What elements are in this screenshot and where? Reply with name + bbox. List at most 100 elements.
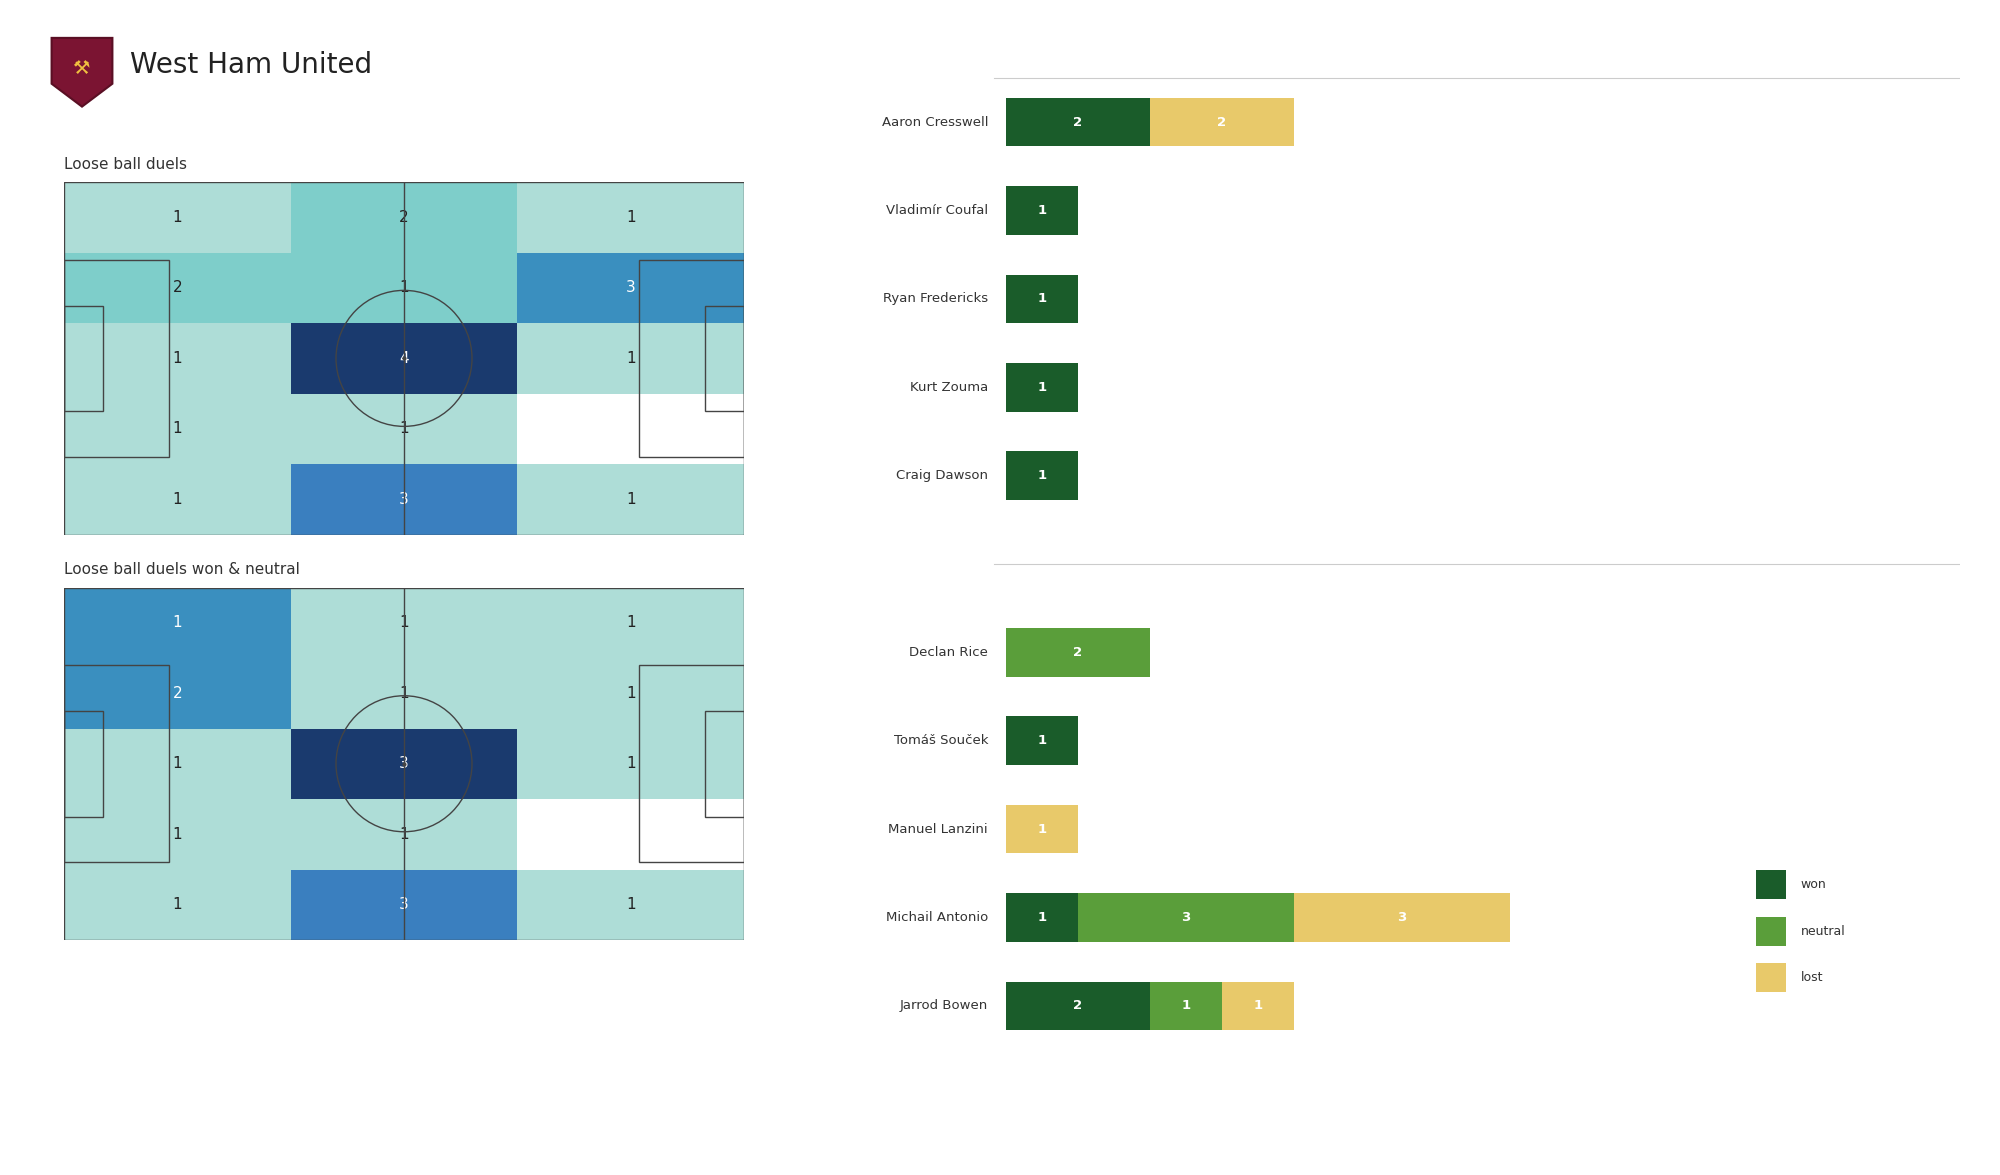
Bar: [64, 588, 290, 658]
Text: 1: 1: [400, 827, 408, 841]
Bar: [1150, 981, 1222, 1030]
Bar: [64, 323, 290, 394]
Text: 2: 2: [1074, 999, 1082, 1013]
Text: 1: 1: [172, 210, 182, 224]
Text: 1: 1: [400, 616, 408, 630]
Text: 3: 3: [1398, 911, 1406, 924]
Bar: [638, 260, 744, 457]
Text: 2: 2: [400, 210, 408, 224]
Text: 1: 1: [626, 210, 636, 224]
Text: Loose ball duels: Loose ball duels: [64, 156, 188, 172]
Text: 3: 3: [400, 757, 408, 771]
Text: 1: 1: [400, 686, 408, 700]
Text: 3: 3: [400, 898, 408, 912]
Bar: [290, 799, 518, 870]
Bar: [1222, 981, 1294, 1030]
Text: 1: 1: [626, 351, 636, 365]
Bar: [1006, 629, 1150, 677]
Bar: [64, 394, 290, 464]
Bar: [1006, 98, 1150, 147]
Bar: [518, 182, 744, 253]
Polygon shape: [52, 38, 112, 107]
Text: 1: 1: [172, 827, 182, 841]
Text: 1: 1: [626, 686, 636, 700]
Text: 1: 1: [172, 616, 182, 630]
Text: 1: 1: [1038, 911, 1046, 924]
Text: 3: 3: [1182, 911, 1190, 924]
Text: Vladimír Coufal: Vladimír Coufal: [886, 204, 988, 217]
Text: Craig Dawson: Craig Dawson: [896, 469, 988, 482]
Bar: [638, 665, 744, 862]
Bar: [64, 253, 290, 323]
Text: Ryan Fredericks: Ryan Fredericks: [882, 293, 988, 306]
Bar: [64, 870, 290, 940]
Text: 1: 1: [172, 351, 182, 365]
Text: Michail Antonio: Michail Antonio: [886, 911, 988, 924]
Bar: [64, 464, 290, 535]
Bar: [64, 260, 170, 457]
Bar: [1756, 870, 1786, 899]
Text: 3: 3: [400, 492, 408, 506]
Bar: [518, 870, 744, 940]
Bar: [1006, 981, 1150, 1030]
Text: Aaron Cresswell: Aaron Cresswell: [882, 115, 988, 129]
Text: 1: 1: [172, 492, 182, 506]
Bar: [1006, 717, 1078, 765]
Text: 1: 1: [1038, 204, 1046, 217]
Bar: [290, 323, 518, 394]
Bar: [1006, 893, 1078, 941]
Text: ⚒: ⚒: [74, 59, 90, 78]
Text: 3: 3: [626, 281, 636, 295]
Bar: [64, 799, 290, 870]
Text: Declan Rice: Declan Rice: [910, 646, 988, 659]
Text: neutral: neutral: [1800, 925, 1846, 938]
Text: Kurt Zouma: Kurt Zouma: [910, 381, 988, 394]
Bar: [518, 799, 744, 870]
Text: 1: 1: [400, 422, 408, 436]
Bar: [64, 728, 290, 799]
Text: Tomáš Souček: Tomáš Souček: [894, 734, 988, 747]
Bar: [518, 728, 744, 799]
Text: 1: 1: [1038, 469, 1046, 482]
Bar: [290, 253, 518, 323]
Text: 2: 2: [1074, 115, 1082, 129]
Text: 2: 2: [172, 281, 182, 295]
Bar: [1756, 963, 1786, 992]
Bar: [1294, 893, 1510, 941]
Bar: [290, 588, 518, 658]
Bar: [1756, 916, 1786, 946]
Bar: [518, 394, 744, 464]
Text: Loose ball duels won & neutral: Loose ball duels won & neutral: [64, 562, 300, 577]
Bar: [518, 464, 744, 535]
Bar: [518, 658, 744, 728]
Bar: [1006, 275, 1078, 323]
Bar: [518, 588, 744, 658]
Bar: [704, 306, 744, 411]
Text: 1: 1: [626, 492, 636, 506]
Text: 1: 1: [626, 757, 636, 771]
Bar: [64, 182, 290, 253]
Bar: [64, 665, 170, 862]
Bar: [290, 464, 518, 535]
Bar: [1006, 363, 1078, 411]
Bar: [64, 306, 104, 411]
Bar: [518, 253, 744, 323]
Text: 1: 1: [172, 422, 182, 436]
Text: 1: 1: [1182, 999, 1190, 1013]
Bar: [518, 323, 744, 394]
Bar: [1006, 451, 1078, 499]
Text: 1: 1: [626, 898, 636, 912]
Text: 1: 1: [172, 898, 182, 912]
Bar: [290, 182, 518, 253]
Text: lost: lost: [1800, 971, 1822, 985]
Text: 2: 2: [172, 686, 182, 700]
Bar: [1150, 98, 1294, 147]
Bar: [704, 711, 744, 817]
Bar: [1078, 893, 1294, 941]
Text: 1: 1: [1254, 999, 1262, 1013]
Bar: [1006, 805, 1078, 853]
Bar: [290, 658, 518, 728]
Bar: [290, 728, 518, 799]
Text: 1: 1: [1038, 822, 1046, 835]
Text: West Ham United: West Ham United: [130, 52, 372, 79]
